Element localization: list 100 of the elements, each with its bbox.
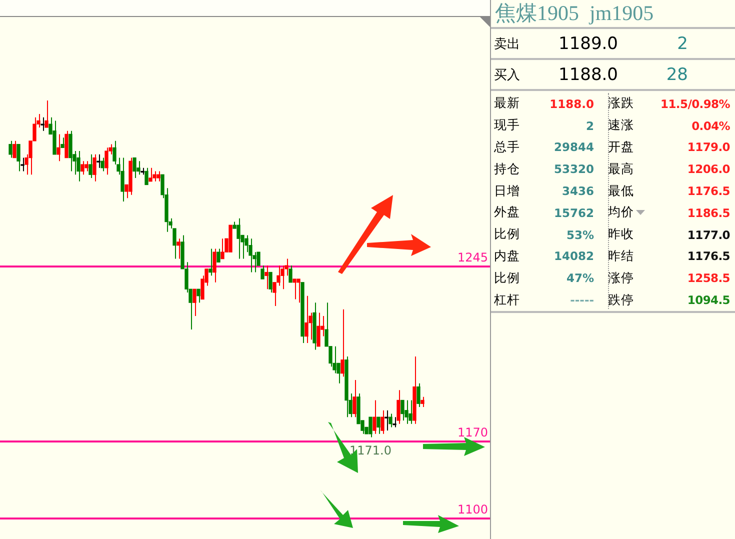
candlestick: [220, 238, 224, 260]
text: 2: [676, 34, 688, 54]
text: 总手: [493, 138, 521, 156]
text: 杠杆: [493, 292, 521, 309]
annotation: 1245: [457, 250, 488, 265]
text: 比例: [493, 270, 521, 287]
text: 现手: [493, 117, 521, 134]
text: 47%: [565, 271, 594, 286]
text: 11.5/0.98%: [660, 96, 730, 111]
candlestick: [56, 134, 60, 162]
text: 速涨: [607, 117, 635, 134]
candlestick: [156, 170, 160, 182]
candlestick: [148, 167, 152, 182]
text: 53320: [552, 162, 594, 176]
text: 最高: [607, 160, 635, 178]
text: 涨跌: [607, 95, 635, 112]
text: 28: [665, 64, 688, 84]
candlestick: [392, 416, 396, 428]
candlestick: [76, 150, 80, 182]
candlestick: [84, 160, 88, 172]
text: -----: [569, 293, 594, 308]
candlestick: [372, 400, 376, 434]
text: 53%: [565, 228, 594, 242]
text: 比例: [493, 226, 521, 244]
candlestick: [176, 238, 180, 260]
text: 持仓: [493, 160, 521, 178]
candlestick: [100, 157, 104, 172]
text: 1188.0: [558, 64, 618, 84]
text: 跌停: [607, 292, 635, 309]
annotation: 1100: [457, 502, 488, 517]
candlestick: [96, 154, 100, 168]
candlestick: [44, 100, 48, 128]
candlestick: [384, 410, 388, 432]
candlestick: [136, 160, 140, 176]
text: 1206.0: [686, 162, 730, 176]
candlestick: [120, 157, 124, 202]
candlestick: [152, 170, 156, 182]
text: 1188.0: [548, 96, 594, 111]
candlestick: [104, 147, 108, 176]
candlestick: [192, 288, 196, 317]
candlestick: [288, 265, 292, 283]
text: 0.04%: [690, 118, 730, 133]
text: 外盘: [493, 204, 521, 222]
candlestick: [396, 390, 400, 424]
candlestick: [260, 265, 264, 280]
text: 1177.0: [686, 228, 730, 242]
candlestick: [400, 400, 404, 421]
text: 焦煤1905 jm1905: [491, 0, 735, 29]
text: 开盘: [607, 138, 635, 156]
text: 最新: [493, 95, 521, 112]
candlestick: [368, 416, 372, 438]
text: 买入: [493, 66, 521, 84]
candlestick: [352, 380, 356, 418]
candlestick: [388, 413, 392, 428]
candlestick: [80, 160, 84, 176]
candlestick: [60, 137, 64, 148]
candlestick: [236, 218, 240, 260]
candlestick: [292, 278, 296, 300]
text: 1186.5: [686, 206, 730, 220]
candlestick: [316, 312, 320, 347]
text: 2: [584, 118, 594, 133]
text: 29844: [552, 140, 594, 154]
candlestick: [296, 278, 300, 304]
text: 1176.5: [686, 249, 730, 264]
candlestick: [8, 140, 12, 158]
candlestick: [208, 248, 212, 276]
text: 1258.5: [686, 271, 730, 286]
text: 14082: [552, 249, 594, 264]
candlestick: [144, 167, 148, 186]
candlestick: [376, 416, 380, 434]
text: 1176.5: [686, 184, 730, 198]
text: 日增: [493, 182, 521, 200]
candlestick: [264, 265, 268, 290]
candlestick: [92, 154, 96, 182]
candlestick: [416, 382, 420, 408]
candlestick: [332, 346, 336, 374]
candlestick: [20, 157, 24, 172]
text: 均价: [608, 204, 635, 222]
annotation: 1170: [457, 426, 488, 440]
candlestick: [40, 116, 44, 132]
candlestick: [212, 248, 216, 283]
text: 1189.0: [558, 34, 618, 54]
text: 15762: [552, 206, 594, 220]
candlestick: [216, 248, 220, 263]
text: 卖出: [493, 36, 521, 52]
text: 涨停: [607, 270, 635, 287]
candlestick: [16, 144, 20, 172]
candlestick: [408, 400, 412, 424]
candlestick: [420, 396, 424, 408]
candlestick: [404, 400, 408, 424]
text: 最低: [607, 182, 635, 200]
candlestick: [268, 272, 272, 293]
candlestick: [248, 238, 252, 273]
candlestick: [132, 157, 136, 178]
candlestick: [340, 308, 344, 378]
candlestick: [196, 288, 200, 304]
text: 1094.5: [686, 293, 730, 308]
candlestick: [280, 265, 284, 290]
candlestick: [12, 140, 16, 158]
candlestick: [380, 410, 384, 434]
